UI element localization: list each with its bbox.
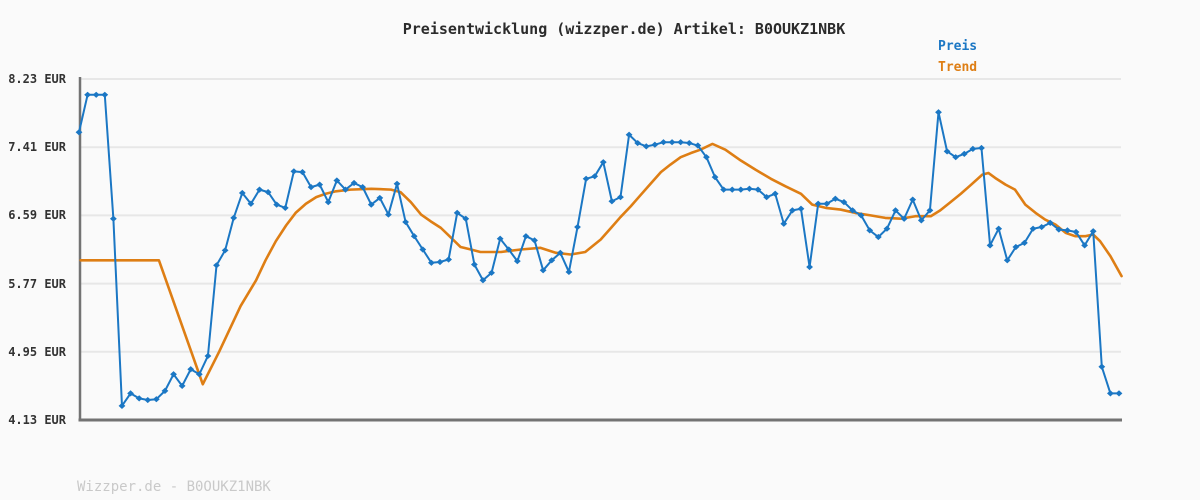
- y-tick-label: 8.23 EUR: [8, 72, 66, 86]
- legend-trend-label: Trend: [938, 60, 978, 75]
- watermark-text: Wizzper.de - B0OUKZ1NBK: [77, 479, 271, 495]
- y-tick-label: 7.41 EUR: [8, 140, 66, 154]
- trend-line: [79, 142, 1123, 386]
- y-tick-label: 5.77 EUR: [8, 277, 66, 291]
- preis-markers: [75, 91, 1123, 409]
- legend-preis-label: Preis: [938, 39, 978, 54]
- y-tick-label: 4.95 EUR: [8, 345, 66, 359]
- chart-title: Preisentwicklung (wizzper.de) Artikel: B…: [402, 20, 846, 38]
- y-tick-label: 4.13 EUR: [8, 413, 66, 427]
- preis-line: [78, 93, 1120, 407]
- y-tick-label: 6.59 EUR: [8, 208, 66, 222]
